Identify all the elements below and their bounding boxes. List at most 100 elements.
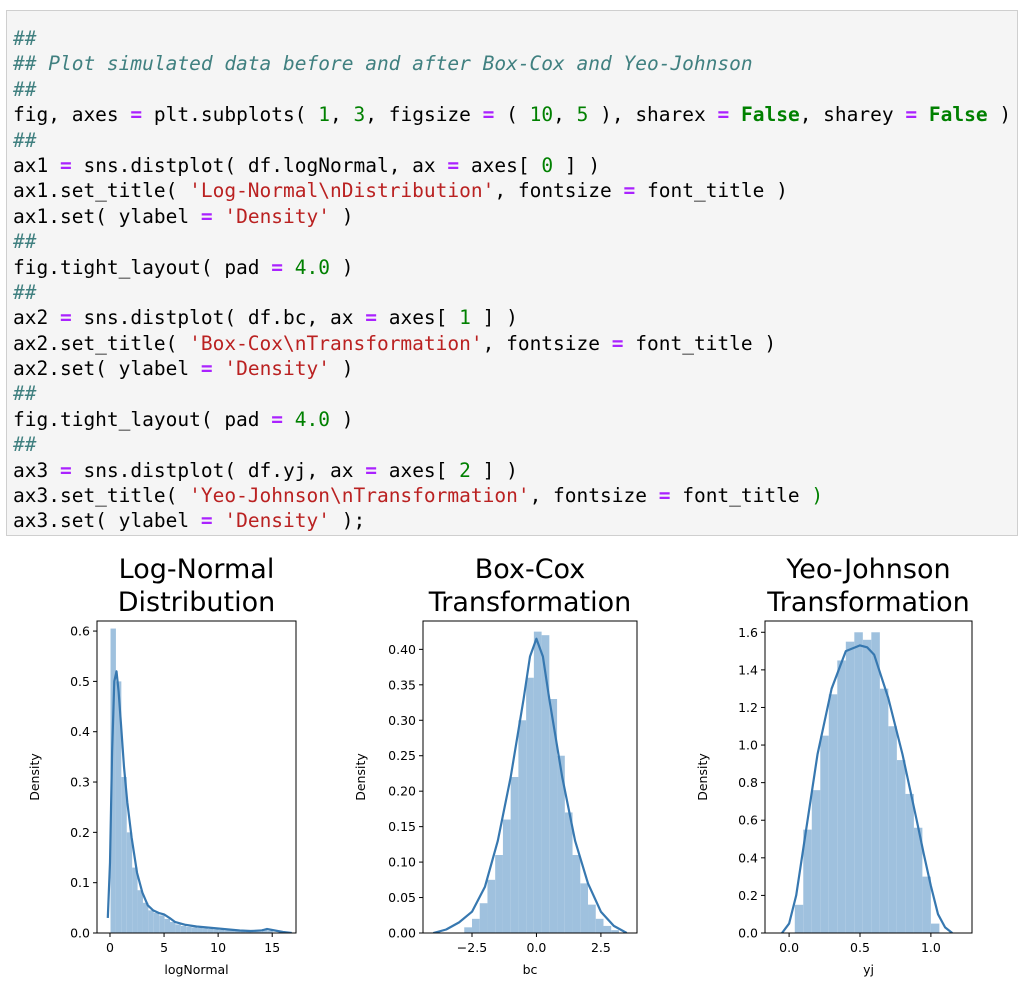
code-token: fig, axes [13, 103, 131, 127]
histogram-bar [110, 628, 116, 933]
y-tick-label: 0.1 [70, 875, 90, 890]
y-tick-label: 0.6 [70, 624, 90, 639]
code-token: ax1.set( ylabel [13, 204, 201, 228]
code-token: sns.distplot( df.bc, ax [71, 306, 366, 330]
histogram-bar [229, 930, 235, 933]
histogram-bar [234, 930, 241, 933]
histogram-bar [603, 925, 612, 933]
y-tick-label: 1.2 [738, 700, 758, 715]
code-token: sns.distplot( df.logNormal, ax [71, 153, 448, 177]
code-line: ax2 = sns.distplot( df.bc, ax = axes[ 1 … [13, 305, 1017, 330]
histogram-bar [487, 879, 496, 933]
histogram-bar [828, 694, 838, 933]
code-token: 3 [353, 103, 366, 127]
chart-2: 0.00 0.05 0.10 0.15 0.20 0.25 0.30 0.35 0.40 −2.5… [353, 554, 638, 977]
y-tick-label: 0.2 [738, 888, 758, 903]
code-line: ax1.set_title( 'Log-Normal\nDistribution… [13, 178, 1017, 203]
y-tick-label: 0.25 [388, 748, 416, 763]
code-token: ## [13, 382, 37, 406]
histogram-bar [557, 755, 565, 933]
code-token: 'Log-Normal\nDistribution' [189, 179, 495, 203]
code-token: = [200, 204, 213, 228]
histogram-bar [820, 735, 829, 933]
code-line: ax3 = sns.distplot( df.yj, ax = axes[ 2 … [13, 458, 1017, 483]
code-token: , fontsize [529, 484, 659, 508]
axes-frame [422, 620, 638, 934]
code-line: ax1 = sns.distplot( df.logNormal, ax = a… [13, 153, 1017, 178]
code-token: = [717, 103, 730, 127]
y-tick-label: 0.40 [388, 642, 416, 657]
y-tick-label: 0.6 [738, 813, 758, 828]
chart-title-line: Transformation [428, 587, 632, 618]
x-tick-label: 0.0 [779, 940, 799, 955]
kde-curve [781, 644, 953, 933]
y-tick-label: 0.4 [70, 724, 90, 739]
histogram-bar [854, 632, 863, 933]
code-line: fig, axes = plt.subplots( 1, 3, figsize … [13, 102, 1017, 127]
histogram-bar [611, 930, 619, 933]
histogram-bar [871, 632, 880, 933]
histogram-bar [164, 918, 171, 933]
code-token: ## Plot simulated data before and after … [13, 52, 753, 76]
histogram-bar [148, 910, 154, 933]
code-line: ## [13, 128, 1017, 153]
code-token: 2 [459, 458, 471, 482]
code-token: = [365, 306, 377, 330]
code-token [213, 357, 225, 380]
code-token: False [741, 103, 800, 127]
histogram-bar [207, 928, 214, 933]
code-token [283, 256, 295, 279]
chart-title-line: Transformation [766, 587, 970, 618]
code-token: ax3.set_title( [13, 484, 190, 508]
code-token: 4.0 [294, 255, 331, 279]
histogram-bar [564, 812, 573, 933]
code-token: fig.tight_layout( pad [13, 255, 272, 279]
code-token: = [59, 153, 72, 177]
code-token: 5 [576, 103, 589, 127]
code-token: ] ) [553, 153, 601, 177]
histogram-bar [502, 819, 511, 933]
x-tick-label: 15 [264, 940, 280, 955]
histogram-bar [170, 921, 176, 933]
code-token: , fontsize [494, 179, 624, 203]
y-tick-label: 0.00 [388, 926, 416, 941]
code-token: ) [987, 103, 1012, 127]
code-token: = [271, 255, 284, 279]
x-axis-label: yj [863, 962, 874, 977]
code-cell[interactable]: ## ## Plot simulated data before and afte… [6, 10, 1018, 536]
histogram-bar [518, 720, 527, 933]
x-axis-label: logNormal [164, 962, 228, 977]
code-token [283, 408, 295, 431]
code-token: ) [811, 484, 824, 508]
code-line: ## [13, 432, 1017, 457]
code-line: ax3.set_title( 'Yeo-Johnson\nTransformat… [13, 483, 1017, 508]
code-token: 'Density' [224, 357, 331, 381]
code-editor[interactable]: ## ## Plot simulated data before and afte… [7, 11, 1017, 534]
plot-area [781, 632, 953, 933]
histogram-bar [464, 927, 472, 933]
y-tick-label: 0.0 [738, 926, 758, 941]
histogram-bar [803, 829, 812, 933]
histogram-bar [197, 927, 203, 933]
code-token: ax2 [13, 306, 60, 330]
x-tick-label: 2.5 [591, 940, 611, 955]
y-tick-label: 0.8 [738, 775, 758, 790]
histogram-bar [879, 688, 889, 933]
histogram-bar [549, 699, 558, 933]
histogram-bar [202, 928, 208, 933]
code-token: ax1 [13, 153, 60, 177]
code-token: , [330, 103, 354, 127]
histogram-bar [218, 929, 225, 933]
code-token: = [200, 357, 213, 381]
code-token: ax1.set_title( [13, 179, 190, 203]
code-token: = [658, 484, 671, 508]
code-token: 1 [459, 306, 471, 330]
y-tick-label: 0.35 [388, 677, 416, 692]
chart-3: 0.0 0.2 0.4 0.6 0.8 1.0 1.2 1.4 1.6 0.0 0.5 1.0 yj De… [695, 554, 973, 977]
code-line: ax3.set( ylabel = 'Density' ); [13, 508, 1017, 533]
histogram-bar [837, 660, 846, 933]
code-token: = [447, 153, 460, 177]
code-line: ## [13, 280, 1017, 305]
plot-area [106, 628, 292, 933]
code-token: ), sharex [588, 103, 718, 127]
